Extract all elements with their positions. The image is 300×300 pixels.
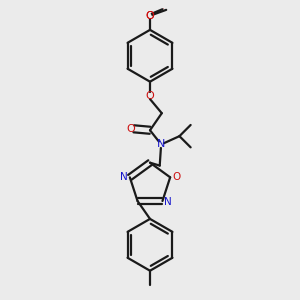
Text: O: O <box>146 91 154 100</box>
Text: O: O <box>163 8 164 9</box>
Text: N: N <box>120 172 128 182</box>
Text: N: N <box>164 197 172 208</box>
Text: O: O <box>126 124 135 134</box>
Text: O: O <box>146 11 154 21</box>
Text: N: N <box>157 140 165 149</box>
Text: O: O <box>172 172 180 182</box>
Text: O: O <box>146 11 154 21</box>
